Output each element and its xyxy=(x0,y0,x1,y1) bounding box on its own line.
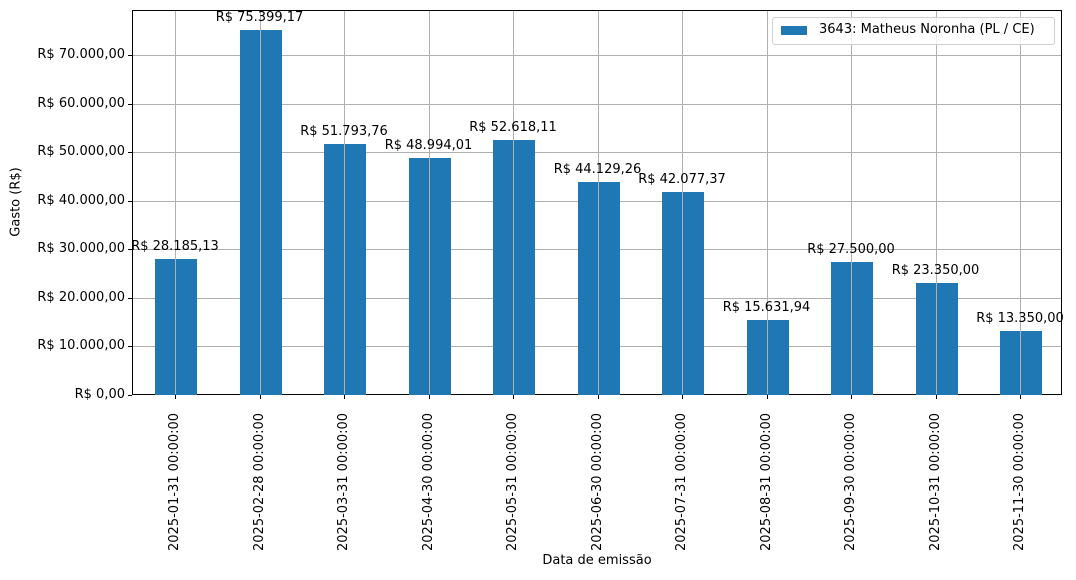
bar xyxy=(746,320,789,395)
gridline-vertical xyxy=(682,11,683,394)
legend: 3643: Matheus Noronha (PL / CE) xyxy=(772,17,1055,45)
y-tick-label: R$ 30.000,00 xyxy=(37,241,125,257)
bar xyxy=(493,140,535,395)
x-tick xyxy=(935,395,937,399)
y-tick xyxy=(128,395,132,396)
x-tick xyxy=(175,395,176,399)
bar-value-label: R$ 44.129,26 xyxy=(553,161,642,177)
x-tick xyxy=(851,395,852,399)
bar-value-label: R$ 51.793,76 xyxy=(300,124,388,140)
bar xyxy=(577,181,620,395)
plot-area xyxy=(132,10,1062,395)
x-tick xyxy=(1020,395,1021,399)
y-tick xyxy=(128,152,132,154)
legend-swatch xyxy=(781,26,807,35)
gridline-horizontal xyxy=(133,152,1061,154)
gridline-vertical xyxy=(766,11,768,394)
gridline-vertical xyxy=(597,11,599,394)
y-tick xyxy=(128,297,132,299)
gridline-vertical xyxy=(851,11,852,394)
x-tick xyxy=(344,395,345,399)
y-tick xyxy=(128,200,132,202)
x-axis-label: Data de emissão xyxy=(542,553,652,568)
bar xyxy=(915,282,958,395)
gridline-vertical xyxy=(344,11,345,394)
x-tick xyxy=(682,395,683,399)
x-tick-label: 2025-11-30 00:00:00 xyxy=(1012,412,1027,551)
x-tick xyxy=(428,395,430,399)
y-tick-label: R$ 50.000,00 xyxy=(37,144,125,160)
bar xyxy=(324,144,366,395)
gridline-vertical xyxy=(428,11,430,394)
x-tick-label: 2025-06-30 00:00:00 xyxy=(589,412,605,551)
gridline-vertical xyxy=(175,11,176,394)
y-tick-label: R$ 0,00 xyxy=(74,387,125,402)
bar xyxy=(155,259,197,395)
y-tick-label: R$ 40.000,00 xyxy=(37,192,125,208)
bar-value-label: R$ 15.631,94 xyxy=(722,300,811,316)
x-tick-label: 2025-09-30 00:00:00 xyxy=(843,412,858,551)
gridline-vertical xyxy=(935,11,937,394)
x-tick-label: 2025-01-31 00:00:00 xyxy=(167,412,182,551)
y-tick xyxy=(128,55,132,56)
x-tick-label: 2025-02-28 00:00:00 xyxy=(251,412,267,551)
bar xyxy=(239,29,282,395)
y-tick xyxy=(128,346,132,348)
y-tick-label: R$ 10.000,00 xyxy=(37,338,125,354)
x-tick-label: 2025-05-31 00:00:00 xyxy=(505,412,520,551)
bar-value-label: R$ 42.077,37 xyxy=(638,171,726,187)
gridline-vertical xyxy=(1020,11,1021,394)
x-tick xyxy=(766,395,768,399)
gridline-horizontal xyxy=(133,103,1061,105)
bar-value-label: R$ 27.500,00 xyxy=(807,242,895,258)
gridline-vertical xyxy=(513,11,514,394)
bar-value-label: R$ 23.350,00 xyxy=(891,262,980,278)
y-tick-label: R$ 60.000,00 xyxy=(37,95,125,111)
x-tick-label: 2025-07-31 00:00:00 xyxy=(674,412,689,551)
x-tick-label: 2025-03-31 00:00:00 xyxy=(336,412,351,551)
x-tick-label: 2025-04-30 00:00:00 xyxy=(420,412,436,551)
y-tick xyxy=(128,103,132,105)
y-tick-label: R$ 70.000,00 xyxy=(37,47,125,62)
bar xyxy=(1000,331,1042,395)
bar-value-label: R$ 48.994,01 xyxy=(384,138,473,154)
y-tick-label: R$ 20.000,00 xyxy=(37,289,125,305)
gridline-horizontal xyxy=(133,55,1061,56)
y-tick xyxy=(128,249,132,251)
x-tick xyxy=(597,395,599,399)
bar xyxy=(408,158,451,395)
gridline-vertical xyxy=(259,11,261,394)
bar-value-label: R$ 75.399,17 xyxy=(215,9,304,25)
x-tick xyxy=(513,395,514,399)
bar-value-label: R$ 52.618,11 xyxy=(469,120,557,136)
x-tick xyxy=(259,395,261,399)
bar-value-label: R$ 13.350,00 xyxy=(976,311,1064,327)
bar xyxy=(662,191,704,395)
bar xyxy=(831,262,873,395)
x-tick-label: 2025-10-31 00:00:00 xyxy=(927,412,943,551)
legend-label: 3643: Matheus Noronha (PL / CE) xyxy=(819,22,1035,37)
bar-value-label: R$ 28.185,13 xyxy=(131,239,219,255)
x-tick-label: 2025-08-31 00:00:00 xyxy=(758,412,774,551)
